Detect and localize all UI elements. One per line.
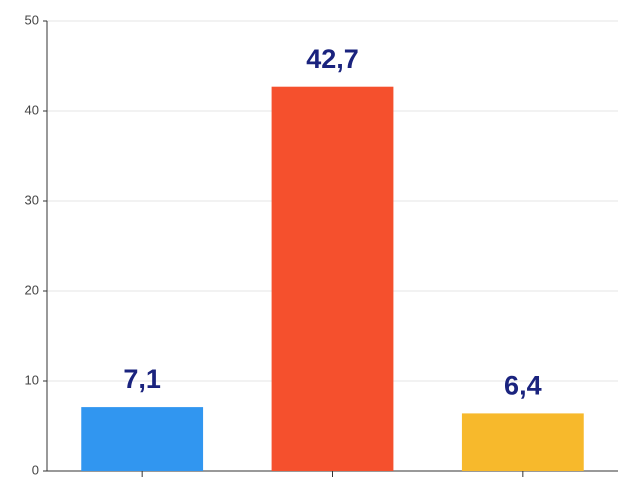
- bar: [461, 413, 584, 471]
- y-tick-label: 20: [25, 282, 39, 297]
- value-label: 7,1: [123, 364, 161, 394]
- value-label: 42,7: [306, 44, 359, 74]
- value-label: 6,4: [504, 371, 542, 401]
- y-tick-label: 50: [25, 12, 39, 27]
- y-tick-label: 0: [32, 462, 39, 477]
- y-tick-label: 10: [25, 372, 39, 387]
- bar: [81, 407, 204, 471]
- bar: [271, 86, 394, 471]
- y-tick-label: 30: [25, 192, 39, 207]
- y-tick-label: 40: [25, 102, 39, 117]
